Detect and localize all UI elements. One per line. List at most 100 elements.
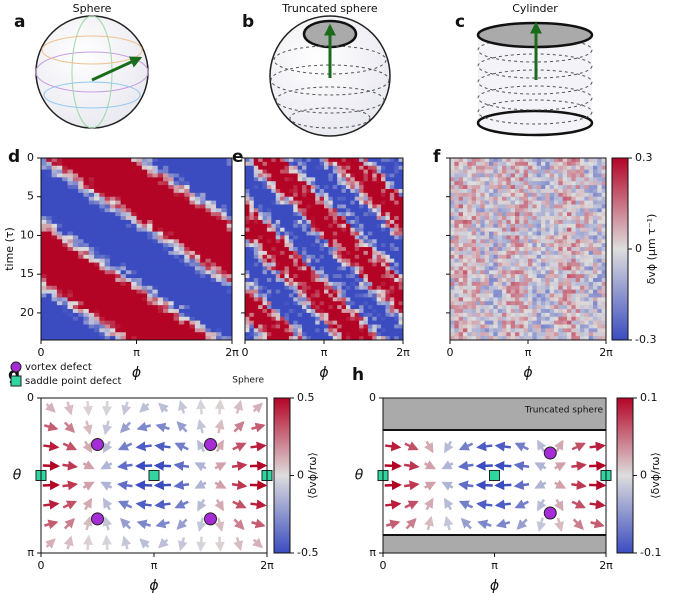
heatmap-cell (311, 321, 316, 325)
heatmap-cell (221, 274, 227, 278)
heatmap-cell (476, 259, 481, 263)
heatmap-cell (355, 305, 360, 309)
heatmap-cell (99, 158, 105, 162)
heatmap-cell (576, 309, 581, 313)
heatmap-cell (320, 208, 325, 212)
heatmap-cell (502, 328, 507, 332)
heatmap-cell (89, 201, 95, 205)
heatmap-cell (280, 286, 285, 290)
heatmap-cell (306, 224, 311, 228)
heatmap-cell (158, 270, 164, 274)
heatmap-cell (368, 247, 373, 251)
heatmap-cell (493, 212, 498, 216)
heatmap-cell (271, 274, 276, 278)
heatmap-cell (528, 185, 533, 189)
heatmap-cell (372, 317, 377, 321)
heatmap-cell (41, 201, 47, 205)
heatmap-cell (480, 309, 485, 313)
heatmap-cell (359, 259, 364, 263)
heatmap-cell (381, 266, 386, 270)
heatmap-cell (99, 317, 105, 321)
heatmap-cell (46, 328, 52, 332)
heatmap-cell (502, 216, 507, 220)
heatmap-cell (142, 185, 148, 189)
heatmap-cell (493, 274, 498, 278)
heatmap-cell (195, 309, 201, 313)
heatmap-cell (394, 305, 399, 309)
heatmap-cell (267, 274, 272, 278)
heatmap-cell (289, 290, 294, 294)
heatmap-cell (46, 170, 52, 174)
heatmap-cell (280, 290, 285, 294)
heatmap-cell (364, 321, 369, 325)
heatmap-cell (519, 278, 524, 282)
heatmap-cell (73, 259, 79, 263)
heatmap-cell (528, 270, 533, 274)
heatmap-cell (280, 216, 285, 220)
heatmap-cell (68, 297, 74, 301)
heatmap-cell (190, 270, 196, 274)
heatmap-cell (105, 239, 111, 243)
heatmap-cell (315, 239, 320, 243)
heatmap-cell (502, 224, 507, 228)
heatmap-cell (276, 193, 281, 197)
heatmap-cell (131, 208, 137, 212)
heatmap-cell (459, 232, 464, 236)
heatmap-cell (563, 266, 568, 270)
heatmap-cell (216, 317, 222, 321)
heatmap-cell (489, 263, 494, 267)
heatmap-cell (524, 301, 529, 305)
heatmap-cell (550, 270, 555, 274)
heatmap-cell (385, 220, 390, 224)
heatmap-cell (276, 185, 281, 189)
heatmap-cell (593, 313, 598, 317)
heatmap-cell (83, 170, 89, 174)
heatmap-cell (99, 325, 105, 329)
heatmap-cell (571, 204, 576, 208)
heatmap-cell (271, 204, 276, 208)
heatmap-cell (298, 173, 303, 177)
heatmap-cell (359, 332, 364, 336)
heatmap-cell (571, 235, 576, 239)
heatmap-cell (519, 270, 524, 274)
heatmap-cell (280, 235, 285, 239)
heatmap-cell (589, 170, 594, 174)
heatmap-cell (476, 216, 481, 220)
heatmap-cell (532, 170, 537, 174)
heatmap-cell (280, 251, 285, 255)
heatmap-cell (245, 313, 250, 317)
heatmap-cell (147, 328, 153, 332)
heatmap-cell (350, 212, 355, 216)
heatmap-cell (254, 247, 259, 251)
heatmap-cell (511, 290, 516, 294)
heatmap-cell (126, 235, 132, 239)
heatmap-cell (190, 208, 196, 212)
heatmap-cell (254, 251, 259, 255)
heatmap-cell (589, 290, 594, 294)
heatmap-cell (293, 239, 298, 243)
heatmap-cell (57, 328, 63, 332)
heatmap-cell (320, 201, 325, 205)
heatmap-cell (563, 255, 568, 259)
heatmap-cell (99, 321, 105, 325)
heatmap-cell (563, 197, 568, 201)
heatmap-cell (302, 177, 307, 181)
heatmap-cell (390, 321, 395, 325)
heatmap-cell (576, 301, 581, 305)
heatmap-cell (200, 166, 206, 170)
heatmap-cell (52, 290, 58, 294)
heatmap-cell (528, 158, 533, 162)
heatmap-cell (306, 216, 311, 220)
heatmap-cell (285, 173, 290, 177)
heatmap-cell (567, 317, 572, 321)
heatmap-cell (158, 235, 164, 239)
heatmap-cell (52, 305, 58, 309)
heatmap-cell (472, 305, 477, 309)
heatmap-cell (550, 286, 555, 290)
heatmap-cell (126, 189, 132, 193)
heatmap-cell (584, 263, 589, 267)
heatmap-cell (489, 173, 494, 177)
heatmap-cell (258, 278, 263, 282)
heatmap-cell (511, 313, 516, 317)
heatmap-cell (263, 274, 268, 278)
